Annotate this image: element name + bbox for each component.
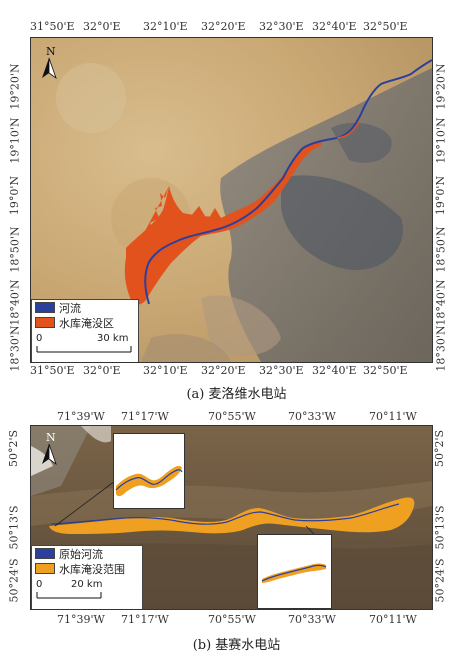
legend-b-river-row: 原始河流 [32, 546, 142, 561]
north-arrow-a: N [42, 45, 57, 80]
legend-a-flood-swatch [35, 317, 55, 328]
panel-a-left-tick: 19°20'N [8, 63, 22, 110]
panel-b-bottom-tick: 70°33'W [288, 613, 336, 626]
flood-area-b [49, 497, 415, 534]
panel-b-left-tick: 50°24'S [7, 558, 21, 603]
panel-b-bottom-tick: 70°55'W [208, 613, 256, 626]
panel-b-right-tick: 50°24'S [433, 558, 447, 603]
panel-b-caption: (b) 基赛水电站 [192, 638, 281, 653]
scale-bar-b: 0 20 km [35, 579, 135, 604]
legend-b-river-swatch [35, 548, 55, 559]
scale-bar-a: 0 30 km [35, 333, 133, 358]
panel-b-map: N 原始河流 水 [30, 425, 433, 610]
panel-a-right-tick: 19°10'N [434, 117, 448, 164]
panel-b-bottom-tick: 71°17'W [121, 613, 169, 626]
panel-a-top-tick: 32°50'E [363, 20, 408, 33]
legend-b-flood-swatch [35, 563, 55, 574]
legend-b: 原始河流 水库淹没范围 0 20 km [31, 545, 143, 609]
legend-b-flood-label: 水库淹没范围 [59, 562, 125, 576]
panel-a-right-tick: 18°30'N [434, 325, 448, 372]
panel-a-bottom-tick: 32°0'E [83, 364, 121, 377]
panel-a-left-tick: 19°0'N [8, 175, 22, 216]
panel-b-top-tick: 70°33'W [288, 410, 336, 423]
panel-b-left-tick: 50°2'S [7, 429, 21, 468]
legend-a-flood-label: 水库淹没区 [59, 316, 114, 330]
panel-a-map: N 河流 水库淹没区 0 30 km [30, 37, 433, 363]
panel-b-top-tick: 71°17'W [121, 410, 169, 423]
panel-a-right-tick: 18°50'N [434, 226, 448, 273]
legend-b-river-label: 原始河流 [59, 547, 103, 561]
panel-b-top-tick: 71°39'W [57, 410, 105, 423]
panel-a-bottom-tick: 32°20'E [201, 364, 246, 377]
north-arrow-b: N [42, 431, 57, 466]
legend-a-river-row: 河流 [32, 300, 138, 315]
panel-b-right-tick: 50°13'S [433, 505, 447, 550]
legend-a: 河流 水库淹没区 0 30 km [31, 299, 139, 362]
scale-zero-b: 0 [36, 579, 43, 590]
panel-a-bottom-tick: 32°10'E [143, 364, 188, 377]
river-a [144, 59, 432, 305]
panel-a-bottom-tick: 32°30'E [259, 364, 304, 377]
flood-area-a [124, 141, 321, 305]
panel-a-left-tick: 19°10'N [8, 117, 22, 164]
panel-b-left-tick: 50°13'S [7, 505, 21, 550]
panel-a-right-tick: 19°0'N [434, 175, 448, 216]
panel-b-right-tick: 50°2'S [433, 429, 447, 468]
scale-zero-a: 0 [36, 333, 43, 344]
panel-b-bottom-tick: 71°39'W [57, 613, 105, 626]
legend-a-river-swatch [35, 302, 55, 313]
north-label-a: N [46, 45, 56, 58]
panel-a-caption: (a) 麦洛维水电站 [186, 387, 287, 402]
panel-b-bottom-tick: 70°11'W [369, 613, 417, 626]
panel-a-left-tick: 18°50'N [8, 226, 22, 273]
scale-label-b: 20 km [71, 579, 103, 590]
legend-a-river-label: 河流 [59, 301, 81, 315]
inset-map-downstream [257, 534, 332, 609]
panel-a-top-tick: 32°30'E [259, 20, 304, 33]
panel-a-bottom-tick: 32°50'E [363, 364, 408, 377]
panel-a-left-tick: 18°30'N [8, 325, 22, 372]
panel-a-bottom-tick: 32°40'E [312, 364, 357, 377]
panel-b-top-tick: 70°11'W [369, 410, 417, 423]
panel-a-left-tick: 18°40'N [8, 279, 22, 326]
panel-b-top-tick: 70°55'W [208, 410, 256, 423]
panel-a-top-tick: 32°20'E [201, 20, 246, 33]
legend-a-flood-row: 水库淹没区 [32, 315, 138, 330]
panel-a-top-tick: 32°40'E [312, 20, 357, 33]
panel-a-right-tick: 19°20'N [434, 63, 448, 110]
scale-label-a: 30 km [97, 333, 129, 344]
legend-b-flood-row: 水库淹没范围 [32, 561, 142, 576]
panel-a-top-tick: 31°50'E [30, 20, 75, 33]
panel-a-top-tick: 32°0'E [83, 20, 121, 33]
panel-a-bottom-tick: 31°50'E [30, 364, 75, 377]
north-label-b: N [46, 431, 56, 444]
panel-a-top-tick: 32°10'E [143, 20, 188, 33]
inset-map-upstream [113, 433, 185, 509]
panel-a-right-tick: 18°40'N [434, 279, 448, 326]
